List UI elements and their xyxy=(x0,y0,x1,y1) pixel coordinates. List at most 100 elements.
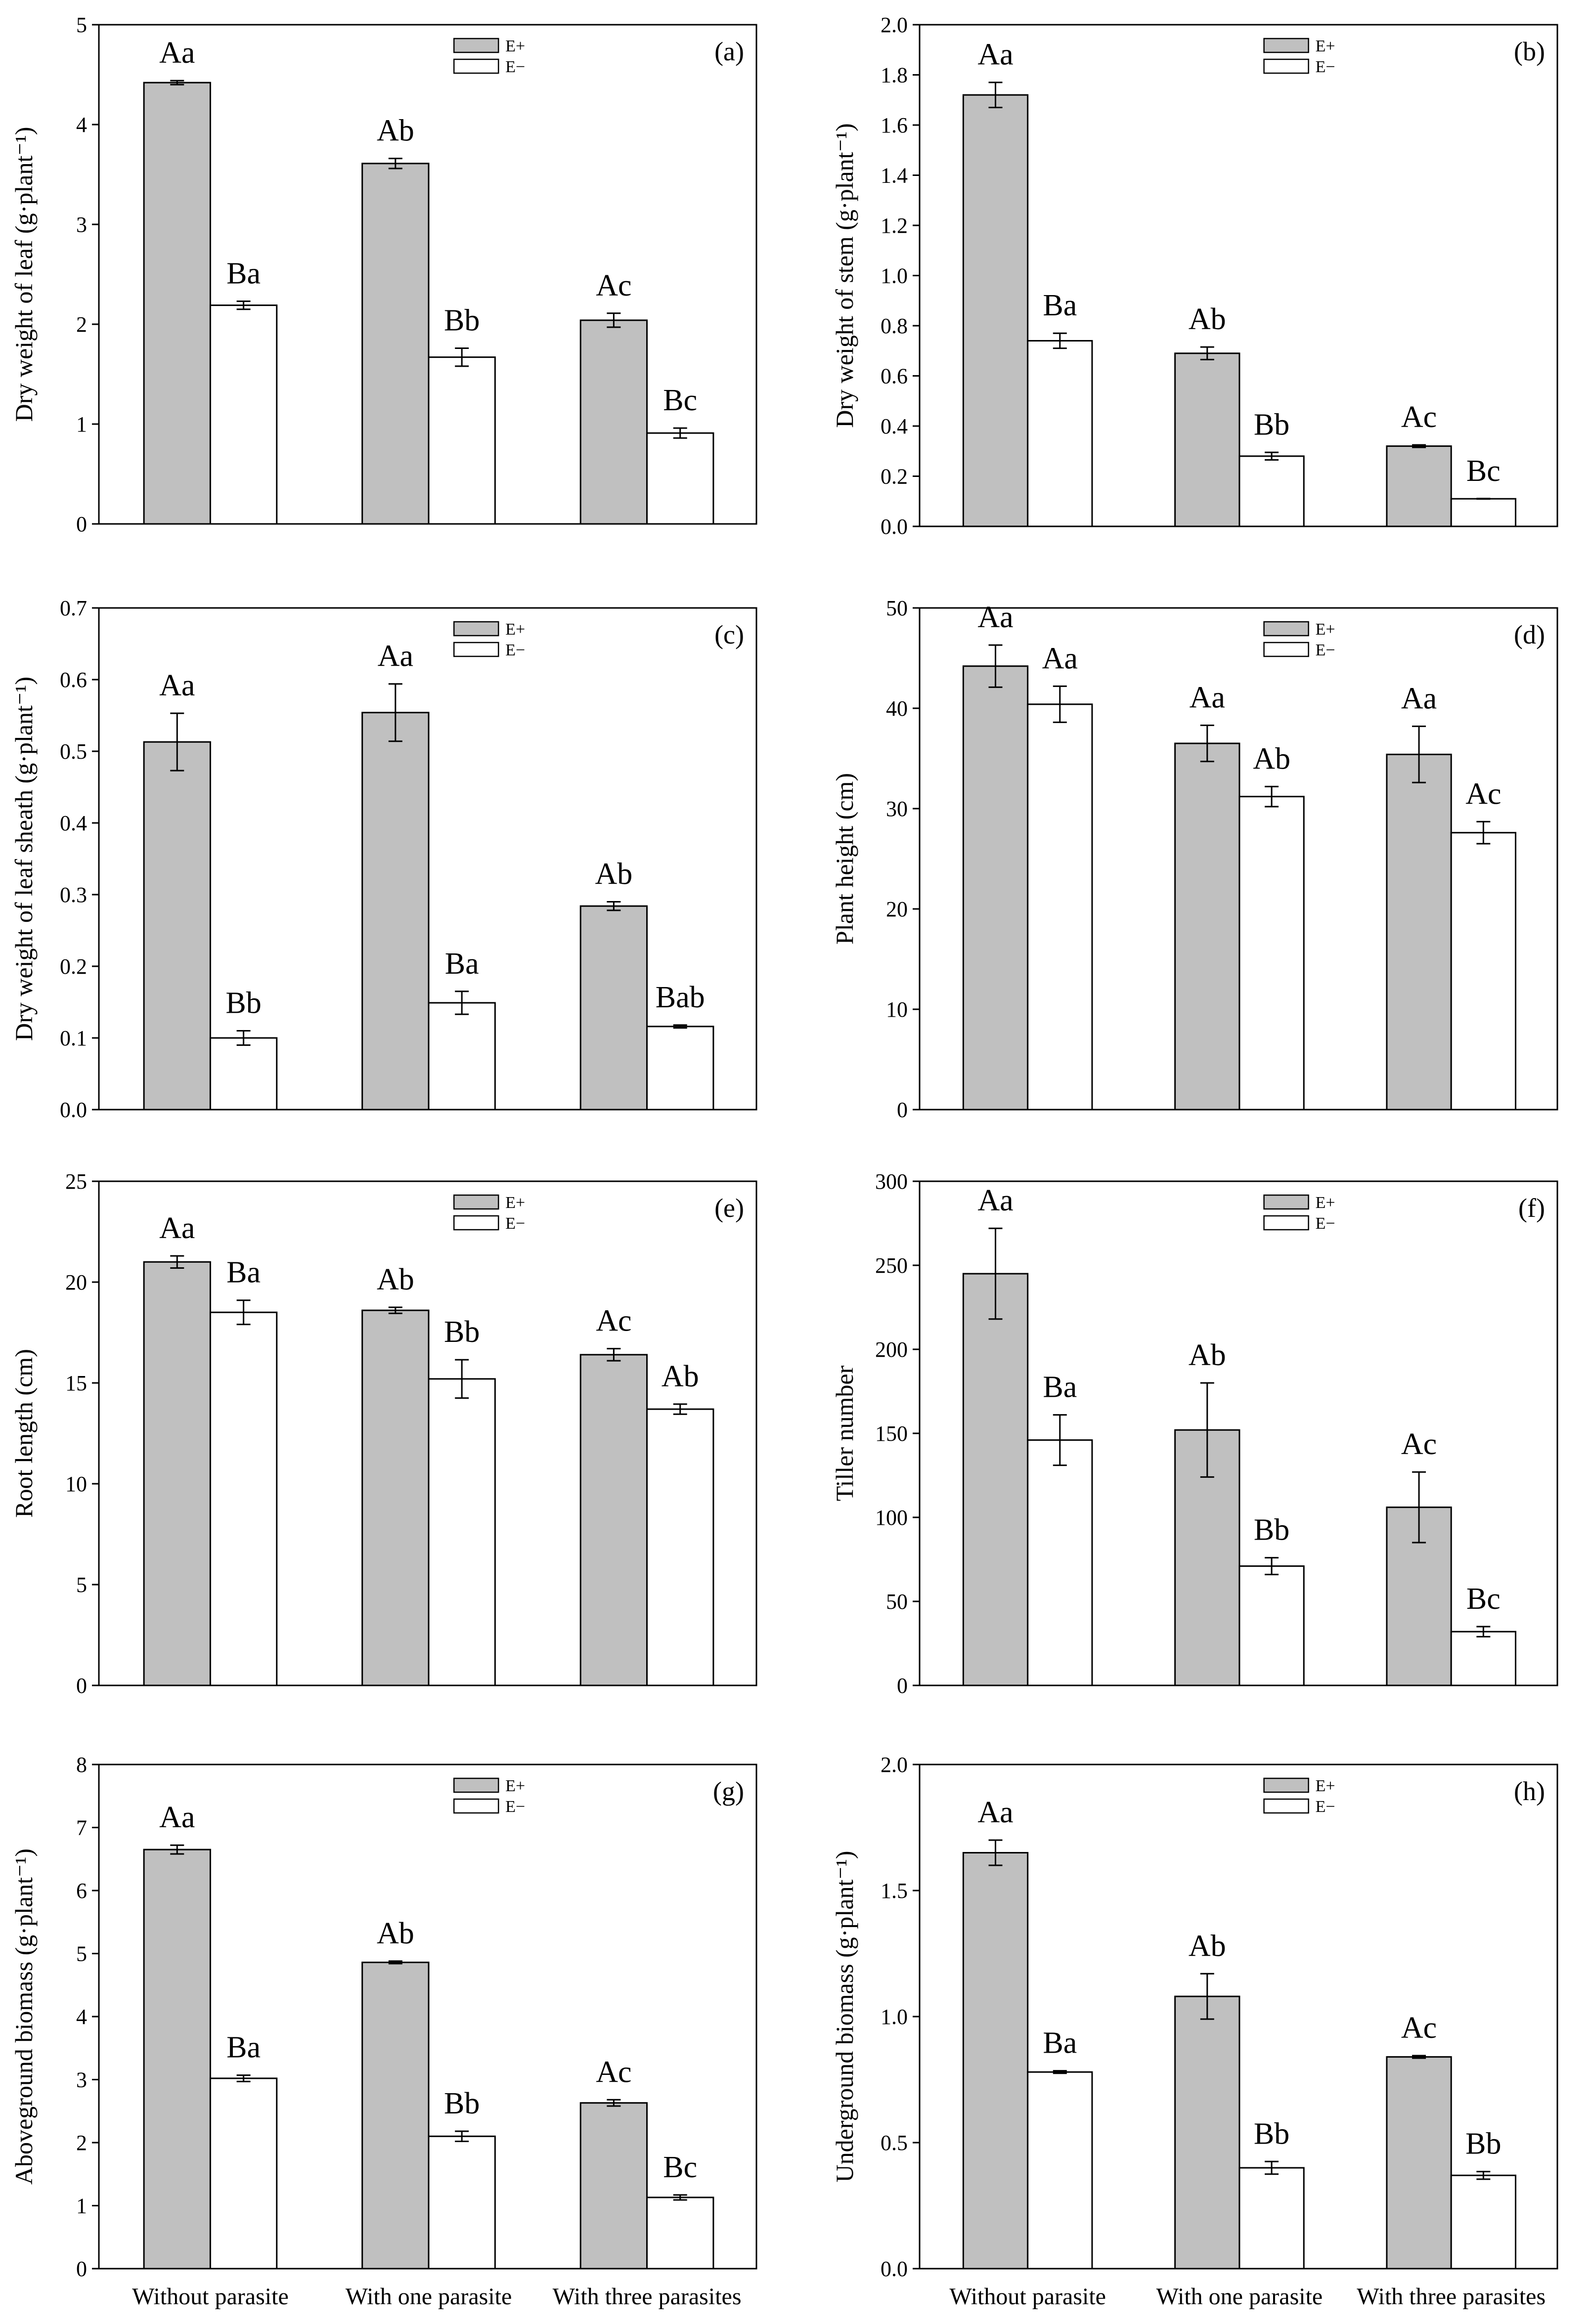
legend-label-eplus: E+ xyxy=(505,37,525,55)
bar-eplus xyxy=(143,1849,211,2270)
y-tick-label: 8 xyxy=(76,1753,87,1777)
significance-label: Bb xyxy=(1254,2117,1289,2151)
y-tick-label: 100 xyxy=(875,1506,908,1530)
y-tick-label: 0.5 xyxy=(881,2131,908,2155)
chart-panel-f: 0 50 100 150 200 250 300 Tiller number (f) E+ E− Aa… xyxy=(831,1169,1558,1698)
bar-eplus xyxy=(1174,352,1240,527)
significance-label: Bb xyxy=(444,1315,480,1349)
significance-label: Bb xyxy=(1254,1513,1289,1547)
bar-eplus xyxy=(361,1961,430,2270)
bar-eminus xyxy=(646,1408,714,1686)
chart-panel-c: 0.0 0.1 0.2 0.3 0.4 0.5 0.6 0.7 Dry weight of le… xyxy=(10,596,757,1122)
y-tick-label: 2 xyxy=(76,2131,87,2155)
significance-label: Aa xyxy=(159,669,195,702)
x-category-label: With three parasites xyxy=(553,2283,742,2310)
legend-swatch-eplus xyxy=(1263,38,1309,53)
bar-eminus xyxy=(209,2077,278,2270)
legend-label-eplus: E+ xyxy=(1316,1194,1335,1212)
bar-eminus xyxy=(428,2135,496,2270)
y-tick-label: 20 xyxy=(65,1270,87,1294)
bar-eplus xyxy=(1386,2056,1452,2270)
y-tick-label: 2 xyxy=(76,312,87,337)
bar-eplus xyxy=(361,163,430,525)
x-category-label: Without parasite xyxy=(949,2283,1106,2310)
bar-eminus xyxy=(1027,340,1093,527)
chart-panel-g: 0 1 2 3 4 5 6 7 8 Aboveground biomass (g·plant⁻¹)… xyxy=(10,1753,757,2310)
bar-eplus xyxy=(962,1852,1029,2270)
bar-eminus xyxy=(428,1002,496,1111)
y-tick-label: 20 xyxy=(886,897,908,921)
y-tick-label: 2.0 xyxy=(881,13,908,37)
bar-eplus xyxy=(579,1354,648,1686)
y-tick-label: 0.8 xyxy=(881,314,908,338)
bar-eminus xyxy=(1450,832,1517,1111)
y-tick-label: 40 xyxy=(886,696,908,721)
y-tick-label: 1.6 xyxy=(881,113,908,137)
panel-tag: (e) xyxy=(714,1193,744,1223)
significance-label: Ab xyxy=(1189,1929,1226,1963)
significance-label: Ab xyxy=(595,858,632,891)
legend-label-eminus: E− xyxy=(1316,641,1335,659)
bar-eminus xyxy=(1450,1631,1517,1686)
y-tick-label: 1.2 xyxy=(881,214,908,238)
bar-eminus xyxy=(646,2196,714,2270)
y-tick-label: 0 xyxy=(897,1674,908,1698)
y-tick-label: 0.7 xyxy=(60,596,87,620)
legend-label-eminus: E− xyxy=(505,1798,525,1816)
bar-eplus xyxy=(1174,742,1240,1111)
y-tick-label: 10 xyxy=(65,1472,87,1496)
y-tick-label: 2.0 xyxy=(881,1753,908,1777)
significance-label: Aa xyxy=(1401,682,1437,716)
significance-label: Ac xyxy=(596,269,631,302)
legend-swatch-eplus xyxy=(453,621,499,637)
legend-label-eplus: E+ xyxy=(505,1194,525,1212)
y-tick-label: 0.0 xyxy=(60,1098,87,1122)
y-tick-label: 4 xyxy=(76,2005,87,2029)
significance-label: Ac xyxy=(1401,2011,1437,2045)
y-tick-label: 1.0 xyxy=(881,2005,908,2029)
bar-eminus xyxy=(1238,1565,1305,1686)
significance-label: Bab xyxy=(656,981,705,1014)
significance-label: Aa xyxy=(159,1211,195,1245)
bar-eminus xyxy=(209,1037,278,1111)
significance-label: Bc xyxy=(663,2151,697,2184)
panel-tag: (b) xyxy=(1514,37,1545,66)
chart-panel-d: 0 10 20 30 40 50 Plant height (cm) (d) E+ E− Aa Aa A… xyxy=(831,596,1558,1122)
y-tick-label: 0.1 xyxy=(60,1026,87,1050)
y-tick-label: 0 xyxy=(76,2257,87,2281)
bar-eplus xyxy=(1174,1995,1240,2270)
legend-label-eminus: E− xyxy=(505,641,525,659)
bar-eminus xyxy=(646,1026,714,1111)
y-tick-label: 3 xyxy=(76,2068,87,2092)
y-tick-label: 0.0 xyxy=(881,515,908,539)
bar-eplus xyxy=(1386,753,1452,1111)
legend-swatch-eminus xyxy=(453,1798,499,1814)
y-tick-label: 0.5 xyxy=(60,739,87,764)
y-tick-label: 1.5 xyxy=(881,1879,908,1903)
chart-panel-e: 0 5 10 15 20 25 Root length (cm) (e) E+ E− Aa Ba Ab B… xyxy=(10,1169,757,1698)
legend-swatch-eminus xyxy=(453,1215,499,1231)
bar-eminus xyxy=(209,304,278,525)
y-tick-label: 250 xyxy=(875,1253,908,1278)
bar-eminus xyxy=(1027,2071,1093,2270)
bar-eminus xyxy=(1027,703,1093,1111)
y-axis-title: Underground biomass (g·plant⁻¹) xyxy=(831,1851,858,2183)
legend-label-eminus: E− xyxy=(1316,1214,1335,1233)
y-tick-label: 0.3 xyxy=(60,883,87,907)
bar-eminus xyxy=(1238,455,1305,527)
bar-eplus xyxy=(579,2102,648,2270)
legend-swatch-eplus xyxy=(453,38,499,53)
significance-label: Ab xyxy=(662,1360,699,1393)
y-tick-label: 5 xyxy=(76,1573,87,1597)
chart-panel-a: 0 1 2 3 4 5 Dry weight of leaf (g·plant⁻¹) (a) E… xyxy=(10,13,757,536)
bar-eplus xyxy=(962,94,1029,527)
x-category-label: Without parasite xyxy=(132,2283,289,2310)
y-tick-label: 50 xyxy=(886,596,908,620)
bar-eplus xyxy=(143,82,211,525)
significance-label: Bc xyxy=(1466,454,1501,488)
y-axis-title: Aboveground biomass (g·plant⁻¹) xyxy=(10,1849,38,2185)
y-tick-label: 4 xyxy=(76,113,87,137)
y-tick-label: 150 xyxy=(875,1421,908,1446)
y-axis-title: Root length (cm) xyxy=(10,1349,38,1518)
